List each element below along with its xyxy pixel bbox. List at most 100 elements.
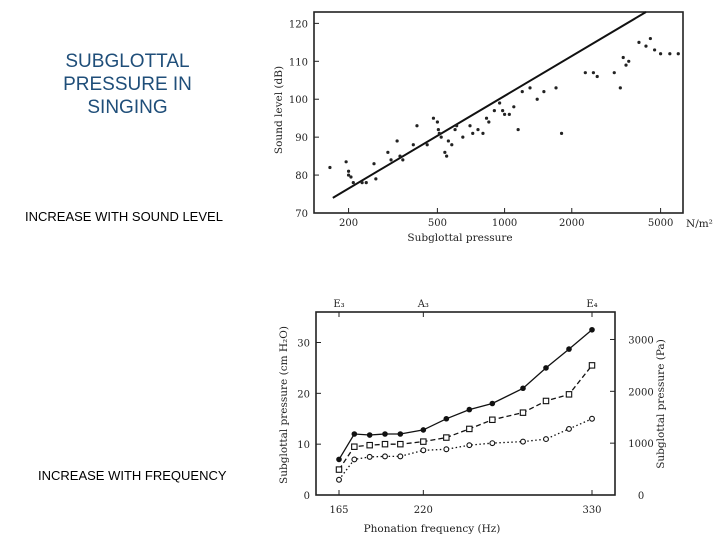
chart1-point (328, 165, 332, 170)
chart2-marker-filled-circle (520, 385, 526, 392)
chart2-y2-tick-label: 1000 (628, 439, 653, 450)
slide-title: SUBGLOTTAL PRESSURE IN SINGING (20, 50, 235, 119)
caption-sound-level: INCREASE WITH SOUND LEVEL (25, 209, 223, 224)
chart2-top-note-label: A₃ (417, 299, 429, 310)
title-line-1: SUBGLOTTAL (65, 51, 190, 72)
chart2-x-tick-label: 165 (329, 505, 348, 516)
chart2-marker-open-square (565, 391, 573, 398)
chart2-marker-open-square (351, 443, 358, 450)
chart1-point (512, 105, 516, 109)
chart1-point (498, 101, 502, 105)
chart1-point (501, 109, 505, 113)
chart2-marker-filled-circle (366, 432, 373, 438)
chart1-point (542, 90, 546, 94)
chart1-x-tick-label: 200 (339, 218, 358, 229)
chart1-y-tick-label: 100 (289, 95, 308, 106)
chart1-y-tick-label: 80 (295, 171, 308, 182)
chart2-ticks: 0 10 20 30 0 1000 2000 3000 165 220 330 E₃ A₃ E₄ (297, 299, 653, 516)
chart1-point (481, 131, 485, 135)
chart2-y2-tick-label: 3000 (628, 335, 653, 346)
title-line-3: SINGING (87, 97, 168, 118)
chart1-point (389, 158, 393, 162)
chart1-point (637, 40, 641, 44)
chart2-marker-filled-circle (543, 365, 549, 371)
chart1-point (398, 154, 402, 158)
chart2-y-tick-label: 30 (297, 339, 310, 350)
chart2-marker-open-square (335, 466, 343, 473)
chart1-x-tick-label: 500 (428, 218, 447, 229)
chart1-point (652, 48, 657, 52)
chart2-y2-tick-label: 0 (638, 491, 644, 502)
chart1-point (415, 124, 419, 128)
chart2-frame (315, 311, 616, 496)
chart1-point (455, 124, 459, 128)
chart1-ticks: 70 80 90 100 110 120 200 500 1000 2000 5000 (289, 19, 673, 229)
chart1-point (476, 127, 480, 132)
chart1-point (349, 175, 353, 179)
chart2-marker-open-circle (466, 442, 473, 449)
chart2-marker-open-square (542, 397, 550, 405)
chart2-marker-filled-circle (466, 406, 473, 413)
chart1-point (658, 52, 663, 56)
chart1-point (344, 160, 348, 164)
chart2-marker-open-circle (443, 446, 450, 453)
chart2-marker-open-circle (382, 453, 388, 460)
title-line-2: PRESSURE IN (63, 74, 192, 95)
chart2-series-line-3 (338, 418, 593, 481)
chart2-marker-open-circle (397, 453, 404, 460)
sound-level-chart: 70 80 90 100 110 120 200 500 1000 2000 5000 Sound … (273, 11, 713, 244)
chart1-y-tick-label: 70 (295, 209, 308, 220)
chart1-x-unit: N/m² (686, 218, 713, 230)
chart2-marker-open-square (443, 434, 450, 441)
chart1-point (507, 112, 511, 116)
chart1-point (648, 36, 652, 41)
chart2-y-tick-label: 0 (304, 491, 310, 502)
chart1-point (627, 59, 631, 63)
chart2-y2-axis-label: Subglottal pressure (Pa) (655, 339, 667, 469)
chart2-x-tick-label: 220 (414, 505, 433, 516)
chart2-y-axis-label: Subglottal pressure (cm H₂O) (278, 326, 290, 484)
chart1-point (484, 116, 489, 120)
chart1-points (328, 36, 680, 185)
chart1-x-tick-label: 1000 (492, 218, 517, 229)
chart2-marker-open-circle (336, 476, 342, 483)
chart1-point (346, 169, 351, 173)
chart1-point (668, 52, 672, 56)
chart1-point (528, 86, 532, 90)
chart1-point (450, 143, 454, 147)
chart1-point (502, 112, 507, 116)
chart2-marker-open-square (366, 441, 373, 449)
chart1-point (554, 86, 558, 90)
chart2-marker-open-circle (589, 415, 595, 422)
chart1-point (443, 150, 447, 154)
chart2-marker-open-circle (489, 440, 496, 447)
chart1-point (437, 131, 441, 135)
chart2-y-tick-label: 20 (297, 389, 310, 400)
chart1-point (346, 173, 351, 177)
chart1-y-tick-label: 120 (289, 19, 308, 30)
chart2-marker-open-circle (543, 436, 549, 443)
chart1-point (435, 120, 439, 124)
chart1-point (411, 143, 415, 147)
chart1-point (621, 55, 625, 60)
chart2-top-note-label: E₄ (586, 299, 597, 310)
chart1-point (487, 120, 491, 124)
chart2-marker-open-square (397, 440, 404, 448)
chart1-point (439, 135, 443, 139)
chart1-x-tick-label: 2000 (559, 218, 584, 229)
chart2-marker-filled-circle (397, 431, 404, 437)
chart1-frame (313, 11, 684, 214)
chart1-point (446, 139, 450, 143)
chart1-point (364, 181, 368, 185)
chart2-marker-open-circle (420, 447, 427, 454)
chart1-point (595, 74, 599, 79)
chart1-x-tick-label: 5000 (648, 218, 673, 229)
chart2-top-note-label: E₃ (333, 299, 344, 310)
chart2-x-tick-label: 330 (582, 505, 601, 516)
chart1-point (468, 124, 472, 128)
chart1-point (492, 109, 496, 113)
chart1-point (445, 154, 449, 158)
chart1-point (618, 86, 622, 90)
chart1-point (612, 71, 616, 75)
chart1-point (372, 162, 376, 166)
